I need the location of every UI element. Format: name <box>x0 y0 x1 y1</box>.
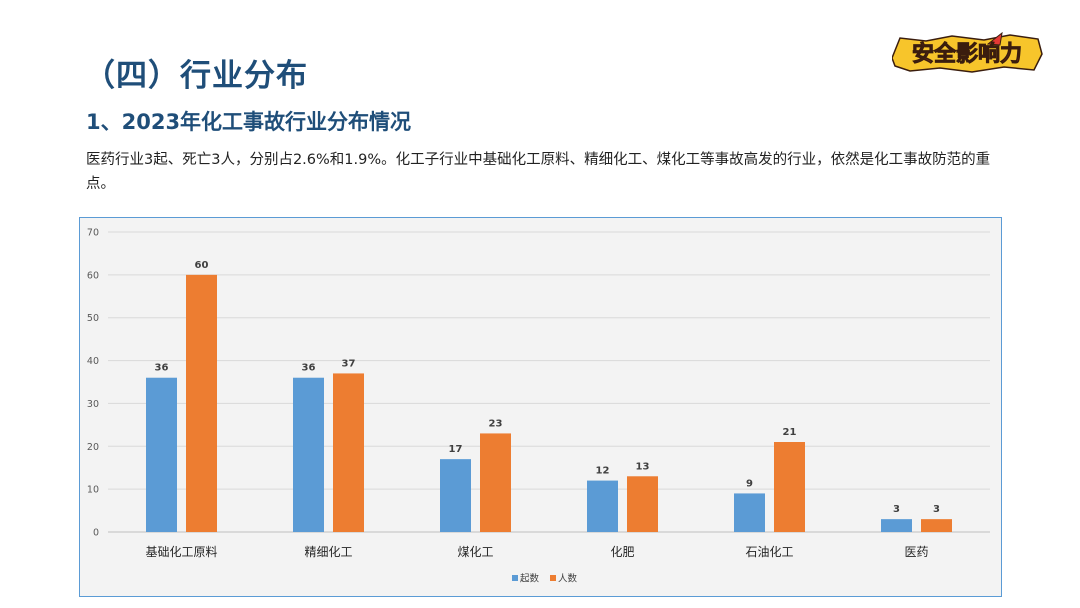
bar <box>293 377 324 532</box>
y-tick-label: 30 <box>87 399 99 410</box>
bar <box>480 433 511 532</box>
data-label: 36 <box>302 363 316 374</box>
x-category-label: 基础化工原料 <box>145 545 217 559</box>
data-label: 3 <box>893 504 900 515</box>
data-label: 37 <box>342 358 356 369</box>
bar-chart: 0 10 20 30 40 50 60 70 36 60 基础化工原料 36 37 精细化工 17 23 煤化工… <box>87 228 990 585</box>
y-tick-label: 0 <box>93 528 99 539</box>
legend-swatch <box>512 575 518 581</box>
bar <box>734 493 765 532</box>
brand-logo-graphic: 安全影响力 <box>891 31 1043 73</box>
y-tick-label: 40 <box>87 356 99 367</box>
data-label: 21 <box>783 427 797 438</box>
y-tick-label: 20 <box>87 442 99 453</box>
y-tick-label: 60 <box>87 270 99 281</box>
bar <box>774 442 805 532</box>
data-label: 17 <box>449 444 463 455</box>
bar <box>440 459 471 532</box>
x-category-label: 煤化工 <box>457 545 493 559</box>
bar <box>881 519 912 532</box>
data-label: 60 <box>195 260 209 271</box>
description-text: 医药行业3起、死亡3人，分别占2.6%和1.9%。化工子行业中基础化工原料、精细… <box>86 152 991 192</box>
bar <box>186 274 217 532</box>
bar <box>587 480 618 532</box>
section-title: （四）行业分布 <box>84 58 308 94</box>
data-label: 3 <box>933 504 940 515</box>
bar-chart-panel: 0 10 20 30 40 50 60 70 36 60 基础化工原料 36 37 精细化工 17 23 煤化工… <box>79 217 1002 597</box>
y-tick-label: 10 <box>87 485 99 496</box>
bar <box>333 373 364 532</box>
x-category-label: 化肥 <box>610 545 634 559</box>
x-category-label: 石油化工 <box>745 545 793 559</box>
x-category-label: 精细化工 <box>304 545 352 559</box>
bar <box>627 476 658 532</box>
brand-logo: 安全影响力 <box>891 31 1044 74</box>
legend-label: 起数 <box>520 573 540 585</box>
svg-text:安全影响力: 安全影响力 <box>912 41 1022 67</box>
data-label: 23 <box>489 418 503 429</box>
bar <box>146 377 177 532</box>
y-tick-label: 50 <box>87 313 99 324</box>
sub-title: 1、2023年化工事故行业分布情况 <box>86 110 412 134</box>
data-label: 9 <box>746 478 753 489</box>
data-label: 36 <box>155 363 169 374</box>
bar <box>921 519 952 532</box>
x-category-label: 医药 <box>904 545 928 559</box>
legend-swatch <box>550 575 556 581</box>
legend-label: 人数 <box>558 573 578 585</box>
y-tick-label: 70 <box>87 228 99 239</box>
data-label: 13 <box>636 461 650 472</box>
data-label: 12 <box>596 466 610 477</box>
